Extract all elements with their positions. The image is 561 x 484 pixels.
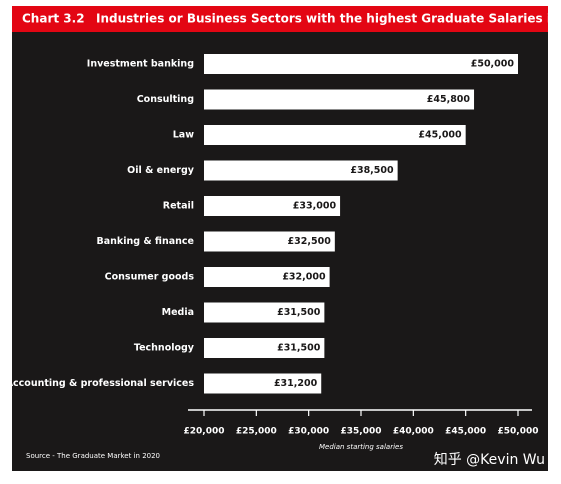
value-label: £32,000: [282, 272, 326, 283]
x-tick-label: £20,000: [184, 427, 225, 437]
value-label: £31,500: [277, 343, 321, 354]
bar: [204, 231, 335, 252]
category-label: Oil & energy: [127, 165, 195, 176]
bar: [204, 125, 466, 145]
category-label: Investment banking: [87, 59, 194, 70]
chart-label: Chart 3.2: [22, 12, 85, 26]
bar: [204, 302, 325, 323]
bar: [204, 196, 341, 216]
value-label: £50,000: [471, 59, 515, 70]
watermark: 知乎 @Kevin Wu: [434, 451, 545, 468]
bar: [204, 89, 475, 110]
value-label: £33,000: [293, 201, 337, 212]
category-label: Retail: [163, 201, 194, 212]
value-label: £45,000: [418, 130, 462, 141]
category-label: Consulting: [137, 94, 194, 105]
bar: [204, 338, 325, 358]
bar: [204, 54, 518, 74]
x-tick-label: £25,000: [236, 427, 277, 437]
x-tick-label: £45,000: [445, 427, 486, 437]
x-tick-label: £35,000: [341, 427, 382, 437]
category-label: Consumer goods: [105, 272, 195, 283]
bar: [204, 160, 398, 181]
chart-title: Industries or Business Sectors with the …: [96, 12, 561, 26]
category-label: Media: [162, 307, 194, 318]
category-label: Technology: [134, 343, 195, 354]
bar: [204, 373, 322, 394]
bar: [204, 267, 330, 287]
value-label: £38,500: [350, 165, 394, 176]
value-label: £45,800: [427, 94, 471, 105]
value-label: £31,200: [274, 378, 318, 389]
x-tick-label: £50,000: [498, 427, 539, 437]
header-bar: [12, 6, 548, 32]
x-tick-label: £30,000: [288, 427, 329, 437]
category-label: Accounting & professional services: [6, 378, 195, 389]
value-label: £31,500: [277, 307, 321, 318]
value-label: £32,500: [288, 236, 332, 247]
category-label: Law: [173, 130, 194, 141]
source: Source - The Graduate Market in 2020: [26, 452, 160, 460]
x-tick-label: £40,000: [393, 427, 434, 437]
category-label: Banking & finance: [96, 236, 194, 247]
x-axis-title: Median starting salaries: [319, 443, 403, 451]
